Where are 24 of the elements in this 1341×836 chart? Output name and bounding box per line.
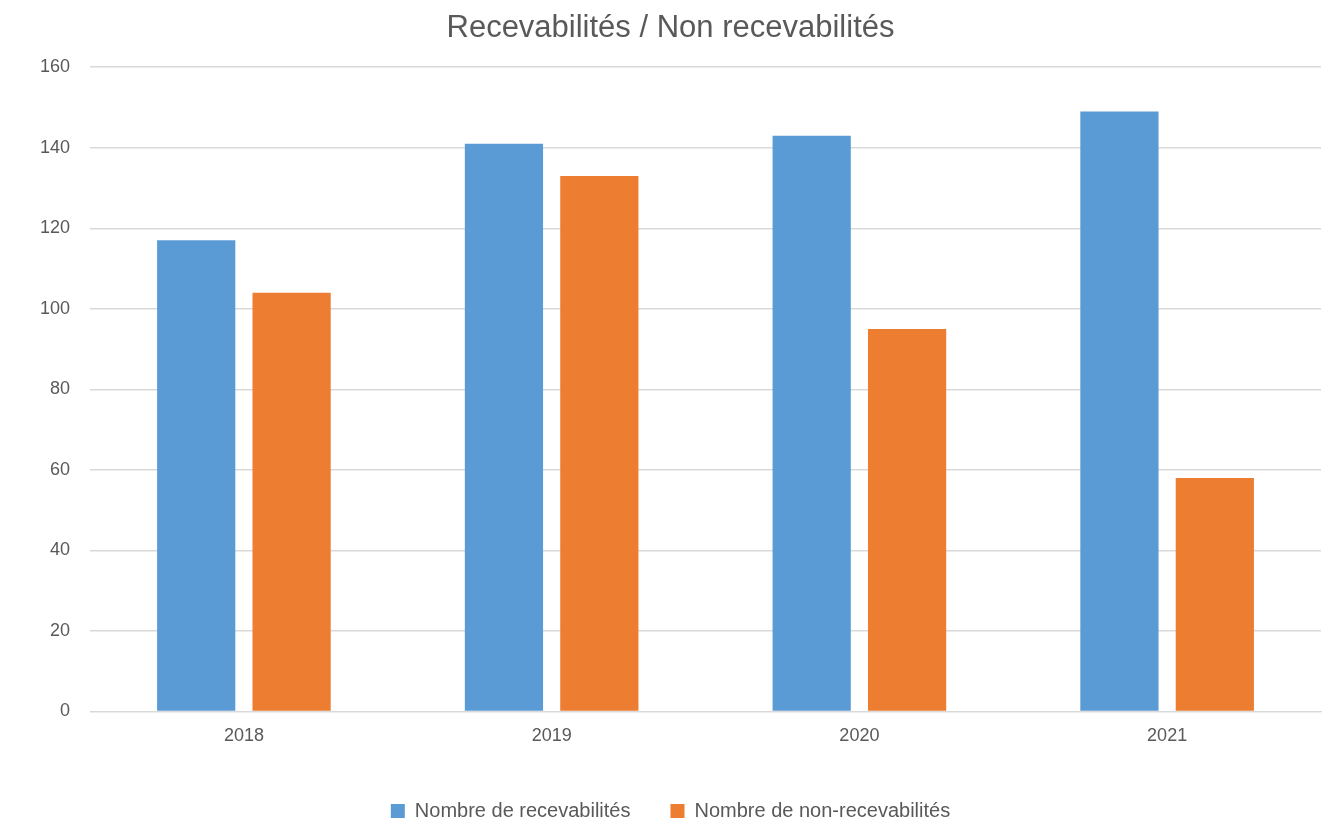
y-tick-label: 40 <box>50 539 71 560</box>
x-tick-label: 2020 <box>839 725 880 746</box>
chart-title: Recevabilités / Non recevabilités <box>446 9 895 45</box>
y-tick-label: 60 <box>50 458 71 479</box>
bar <box>772 135 851 711</box>
y-tick-label: 160 <box>39 56 71 77</box>
y-tick-label: 20 <box>50 619 71 640</box>
bar <box>1175 477 1254 711</box>
bar <box>560 175 639 711</box>
x-tick-label: 2018 <box>223 725 264 746</box>
x-tick-label: 2019 <box>531 725 572 746</box>
y-tick-label: 0 <box>60 700 71 721</box>
y-tick-label: 120 <box>39 217 71 238</box>
y-tick-label: 100 <box>39 297 71 318</box>
legend-label: Nombre de recevabilités <box>414 798 631 821</box>
y-tick-label: 80 <box>50 378 71 399</box>
bar <box>464 143 544 711</box>
x-tick-label: 2021 <box>1147 725 1188 746</box>
bar <box>157 240 236 711</box>
bar <box>1080 111 1159 711</box>
legend-label: Nombre de non-recevabilités <box>694 798 951 821</box>
bar <box>867 328 947 711</box>
y-tick-label: 140 <box>39 136 71 157</box>
bar <box>252 292 331 711</box>
